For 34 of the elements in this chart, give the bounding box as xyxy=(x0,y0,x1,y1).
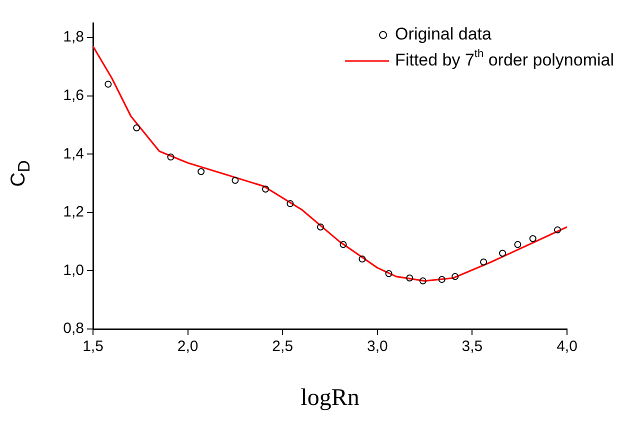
point xyxy=(340,240,347,248)
point xyxy=(198,168,205,176)
point xyxy=(133,124,140,132)
point xyxy=(419,277,426,284)
x-tick-label: 1,5 xyxy=(82,338,104,356)
x-tick-label: 3,0 xyxy=(366,338,388,356)
x-tick-label: 3,5 xyxy=(462,338,483,356)
x-tick-label: 2,5 xyxy=(272,338,294,356)
y-tick-label: 1,4 xyxy=(63,145,84,162)
y-tick-label: 1,0 xyxy=(63,262,84,279)
legend-label: Original data xyxy=(395,24,492,44)
x-axis-title: logRn xyxy=(300,385,360,412)
y-tick-label: 1,2 xyxy=(63,204,84,221)
point xyxy=(385,270,392,278)
point xyxy=(406,274,414,282)
y-tick-label: 1,8 xyxy=(63,28,84,46)
point xyxy=(262,186,270,193)
point xyxy=(554,226,562,234)
point xyxy=(358,256,366,263)
point xyxy=(529,235,536,242)
point xyxy=(104,80,112,88)
point xyxy=(480,258,488,266)
point xyxy=(232,176,239,184)
point xyxy=(167,154,174,161)
point xyxy=(514,240,522,248)
y-tick-label: 1,6 xyxy=(63,87,84,104)
y-tick-label: 0,8 xyxy=(63,320,84,338)
point xyxy=(452,273,459,280)
point xyxy=(438,276,446,283)
x-tick-label: 2,0 xyxy=(177,338,198,356)
point xyxy=(286,200,294,208)
x-tick-label: 4,0 xyxy=(556,338,578,356)
point xyxy=(499,250,506,257)
point xyxy=(317,224,324,230)
